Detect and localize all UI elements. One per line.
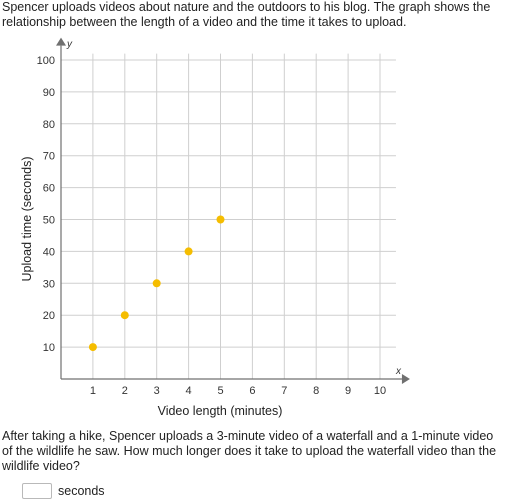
answer-input[interactable]	[22, 483, 52, 499]
y-axis-arrow	[56, 37, 66, 46]
scatter-chart: 1 2 3 4 5 6 7 8 9 10 10 20 30 40 50 60 70 80 90 100 x y Vid…	[20, 37, 410, 418]
y-tick-label: 30	[43, 278, 55, 290]
data-point	[216, 215, 225, 224]
x-axis-letter: x	[395, 366, 402, 377]
x-axis-label: Video length (minutes)	[158, 404, 283, 418]
x-axis-arrow	[401, 374, 410, 384]
axes	[56, 37, 410, 384]
x-tick-label: 1	[90, 385, 96, 397]
data-point	[120, 311, 129, 320]
x-tick-label: 5	[217, 385, 223, 397]
y-tick-label: 90	[43, 87, 55, 99]
y-tick-label: 40	[43, 246, 55, 258]
x-tick-label: 6	[249, 385, 255, 397]
answer-row: seconds	[22, 483, 105, 499]
y-tick-label: 20	[43, 310, 55, 322]
y-tick-label: 60	[43, 183, 55, 195]
problem-intro: Spencer uploads videos about nature and …	[2, 0, 491, 29]
x-tick-label: 4	[186, 385, 192, 397]
x-tick-label: 9	[345, 385, 351, 397]
x-tick-label: 3	[154, 385, 160, 397]
y-tick-label: 80	[43, 119, 55, 131]
answer-unit-label: seconds	[58, 484, 105, 498]
data-point	[152, 279, 161, 288]
y-axis-label: Upload time (seconds)	[20, 156, 34, 281]
tick-labels: 1 2 3 4 5 6 7 8 9 10 10 20 30 40 50 60 70 80 90 100	[37, 55, 386, 397]
data-point	[88, 343, 97, 352]
x-tick-label: 2	[122, 385, 128, 397]
problem-question: After taking a hike, Spencer uploads a 3…	[2, 429, 497, 473]
y-tick-label: 70	[43, 151, 55, 163]
y-tick-label: 100	[37, 55, 55, 67]
data-point	[184, 247, 193, 256]
data-points	[88, 215, 225, 352]
x-tick-label: 10	[374, 385, 386, 397]
y-axis-letter: y	[66, 39, 73, 50]
x-tick-label: 8	[313, 385, 319, 397]
y-tick-label: 10	[43, 342, 55, 354]
y-tick-label: 50	[43, 215, 55, 227]
x-tick-label: 7	[281, 385, 287, 397]
grid-lines	[61, 53, 396, 379]
